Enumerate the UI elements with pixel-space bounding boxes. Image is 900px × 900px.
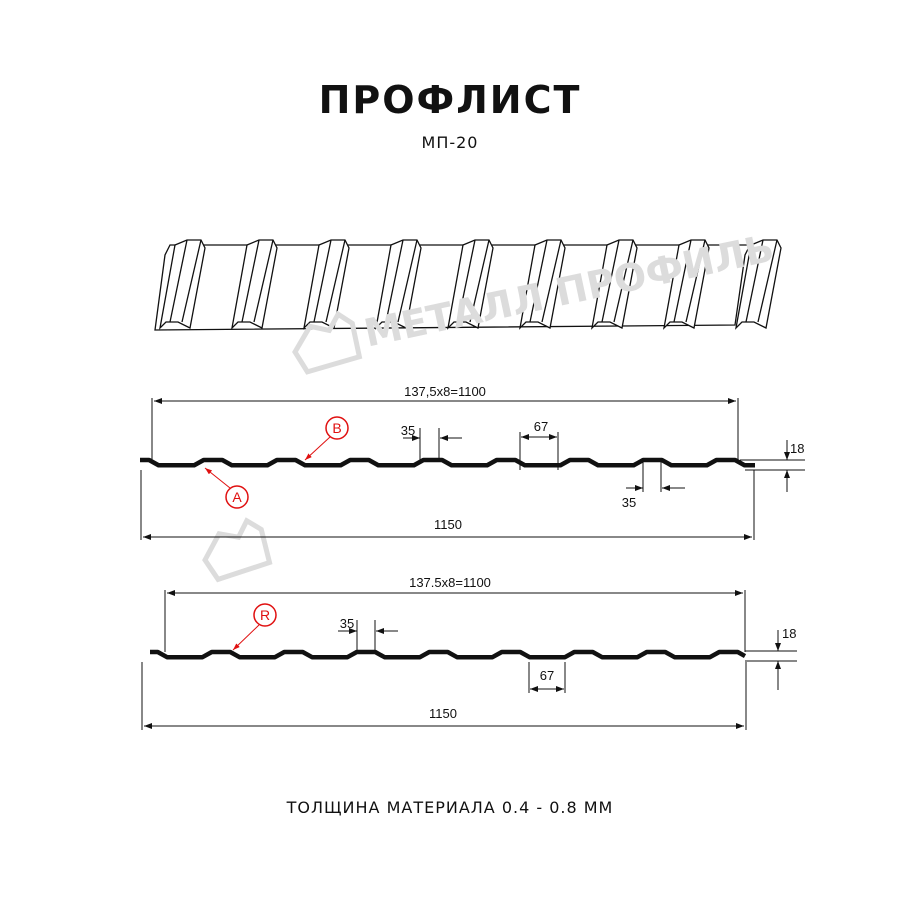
sheet-rib-edge — [457, 239, 476, 323]
marker-r: R — [232, 603, 277, 651]
page-title: ПРОФЛИСТ — [318, 78, 582, 122]
height-label: 18 — [790, 441, 804, 456]
sheet-rib-edge — [325, 239, 346, 323]
sheet-rib-edge — [685, 239, 706, 323]
useful-width-label: 137,5x8=1100 — [404, 384, 486, 399]
profile-section-1 — [140, 457, 755, 468]
trough-label: 67 — [534, 419, 548, 434]
sheet-rib — [590, 239, 638, 330]
sheet-rib-edge — [469, 239, 490, 323]
profile-section-2 — [150, 649, 747, 660]
sheet-rib-edge — [541, 239, 562, 323]
sheet-rib-edge — [181, 239, 202, 323]
marker-a: A — [204, 467, 249, 509]
sheet-rib — [302, 239, 350, 330]
crest-label: 35 — [340, 616, 354, 631]
sheet-rib-edge — [601, 239, 620, 323]
sheet-rib-edge — [529, 239, 548, 323]
watermark-2-logo — [202, 517, 273, 583]
trough-label: 67 — [540, 668, 554, 683]
profile-drawing-1 — [140, 398, 805, 540]
sheet-rib — [518, 239, 566, 330]
full-width-label: 1150 — [429, 706, 457, 721]
sheet-rib-edge — [397, 239, 418, 323]
full-width-label: 1150 — [434, 517, 462, 532]
height-label: 18 — [782, 626, 796, 641]
svg-text:B: B — [332, 420, 341, 436]
profile-drawing-2 — [141, 590, 797, 730]
sheet-rib-edge — [241, 239, 260, 323]
useful-width-label: 137.5x8=1100 — [409, 575, 491, 590]
sheet-rib-edge — [745, 239, 764, 323]
sheet-rib-edge — [673, 239, 692, 323]
sheet-rib — [230, 239, 278, 330]
sheet-rib-edge — [253, 239, 274, 323]
sheet-rib-edge — [313, 239, 332, 323]
svg-text:R: R — [260, 607, 270, 623]
sheet-rib-edge — [613, 239, 634, 323]
crest-label: 35 — [401, 423, 415, 438]
product-code: МП-20 — [421, 133, 479, 152]
svg-text:A: A — [232, 489, 242, 505]
sheet-3d-illustration — [154, 239, 782, 331]
sheet-rib — [662, 239, 710, 330]
sheet-rib-edge — [169, 239, 188, 323]
sheet-rib — [374, 239, 422, 330]
material-thickness-note: ТОЛЩИНА МАТЕРИАЛА 0.4 - 0.8 ММ — [286, 798, 614, 817]
sheet-rib-edge — [757, 239, 778, 323]
sheet-rib — [158, 239, 206, 330]
sheet-rib — [446, 239, 494, 330]
sheet-rib-edge — [385, 239, 404, 323]
marker-b: B — [304, 416, 349, 461]
crest-label-2: 35 — [622, 495, 636, 510]
sheet-rib — [734, 239, 782, 330]
